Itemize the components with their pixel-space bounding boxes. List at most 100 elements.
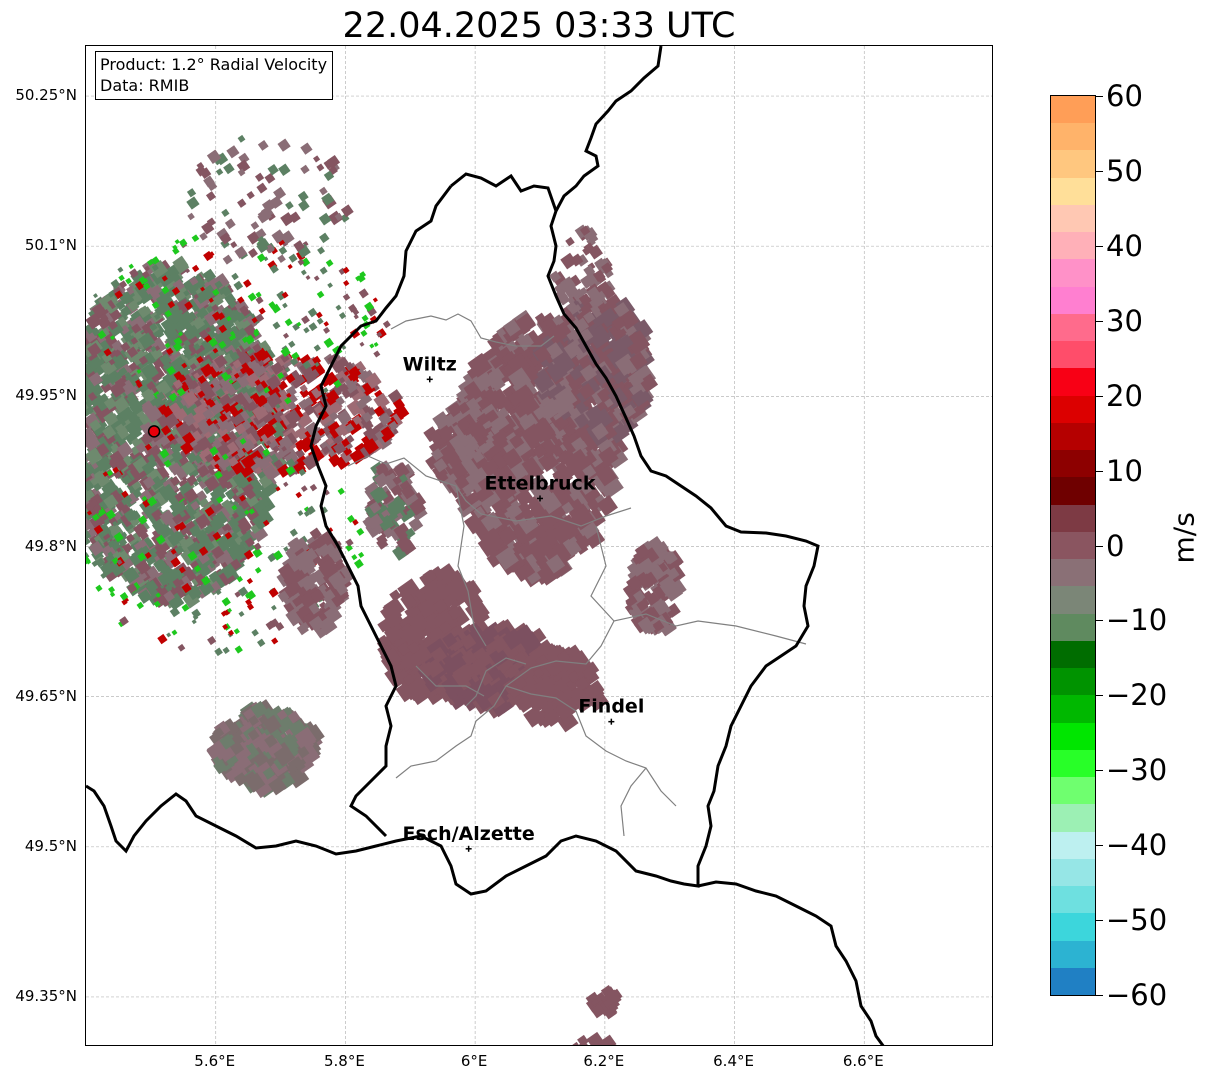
colorbar-tick-mark [1096,545,1103,547]
colorbar-tick-mark [1096,695,1103,697]
colorbar-segment [1051,722,1095,751]
lat-tick-label: 50.1°N [24,236,77,255]
colorbar-tick-label: −50 [1106,903,1168,938]
canton-boundary [415,665,485,697]
lat-tick-label: 49.8°N [24,536,77,555]
colorbar-segment [1051,586,1095,615]
colorbar-tick-label: 10 [1106,453,1143,488]
colorbar-tick-mark [1096,470,1103,472]
colorbar-tick-mark [1096,170,1103,172]
colorbar-segment [1051,123,1095,151]
product-label: Product: 1.2° Radial Velocity [100,55,328,74]
chart-title: 22.04.2025 03:33 UTC [342,6,736,46]
colorbar-tick-mark [1096,96,1103,97]
lon-tick-label: 6.2°E [583,1052,625,1070]
lat-tick-label: 49.65°N [15,686,77,705]
colorbar-tick-mark [1096,770,1103,772]
city-markers: Wiltz Ettelbruck Findel Esch/Alzette [403,353,644,852]
city-findel: Findel [578,696,644,725]
city-ettelbruck: Ettelbruck [485,472,596,502]
colorbar-tick-label: −60 [1106,978,1168,1012]
colorbar-tick-mark [1096,845,1103,847]
colorbar-tick-mark [1096,320,1103,322]
lon-tick-label: 5.6°E [194,1052,236,1070]
colorbar-tick-mark [1096,245,1103,247]
colorbar-tick-label: −40 [1106,828,1168,863]
colorbar-segment [1051,286,1095,315]
city-label: Esch/Alzette [403,823,535,845]
colorbar-segment [1051,967,1095,996]
colorbar-segment [1051,777,1095,805]
colorbar-tick-label: −20 [1106,678,1168,713]
colorbar-segment [1051,477,1095,506]
radar-site-marker [147,425,161,438]
lon-tick-label: 6.4°E [713,1052,754,1070]
lat-tick-label: 49.95°N [15,386,77,405]
colorbar-tick-label: 60 [1106,79,1143,113]
country-border-luxembourg [86,46,820,896]
colorbar-segment [1051,368,1095,397]
colorbar-segment [1051,177,1095,206]
city-wiltz: Wiltz [403,353,457,383]
colorbar-segment [1051,204,1095,233]
colorbar-segment [1051,313,1095,342]
colorbar-segment [1051,395,1095,424]
colorbar-segment [1051,232,1095,260]
data-source-label: Data: RMIB [100,76,190,95]
colorbar [1050,95,1096,996]
city-label: Ettelbruck [485,472,596,494]
lat-tick-label: 49.35°N [15,986,77,1005]
city-label: Wiltz [403,353,457,375]
colorbar-segment [1051,504,1095,533]
colorbar-segment [1051,422,1095,451]
lon-tick-label: 6°E [460,1052,488,1070]
city-esch-alzette: Esch/Alzette [403,823,535,852]
country-border-belgium-lux [450,172,558,212]
colorbar-segment [1051,613,1095,642]
canton-boundary [395,620,615,779]
colorbar-tick-label: 0 [1106,528,1125,563]
borders [86,46,885,1045]
canton-boundary [347,455,632,527]
colorbar-tick-label: −30 [1106,753,1168,788]
canton-boundary [620,767,647,837]
colorbar-segment [1051,150,1095,179]
colorbar-segment [1051,804,1095,833]
colorbar-segment [1051,913,1095,941]
colorbar-tick-mark [1096,395,1103,397]
colorbar-segment [1051,96,1095,124]
canton-boundary [590,525,807,645]
colorbar-segment [1051,940,1095,969]
lat-tick-label: 50.25°N [15,86,77,105]
colorbar-tick-mark [1096,995,1103,996]
lon-tick-label: 5.8°E [324,1052,365,1070]
map-area[interactable]: Wiltz Ettelbruck Findel Esch/Alzette [85,45,993,1046]
colorbar-segment [1051,831,1095,860]
colorbar-segment [1051,259,1095,288]
colorbar-tick-label: 20 [1106,378,1143,413]
colorbar-segment [1051,640,1095,669]
colorbar-segment [1051,450,1095,478]
radar-site-layer [147,425,161,438]
colorbar-segment [1051,749,1095,778]
colorbar-tick-label: 40 [1106,228,1143,263]
canton-boundary [390,313,555,347]
canton-boundary [455,485,487,647]
city-label: Findel [578,696,644,718]
colorbar-segment [1051,886,1095,914]
colorbar-segment [1051,695,1095,724]
radar-echoes [86,134,687,1045]
map-canvas: Wiltz Ettelbruck Findel Esch/Alzette [86,46,992,1045]
colorbar-segment [1051,341,1095,369]
colorbar-segment [1051,858,1095,887]
country-border-east [697,880,885,1045]
lon-tick-label: 6.6°E [842,1052,884,1070]
colorbar-segment [1051,668,1095,696]
colorbar-tick-label: 30 [1106,303,1143,338]
canton-boundary [465,657,527,707]
colorbar-segment [1051,559,1095,587]
colorbar-segment [1051,531,1095,560]
colorbar-tick-label: 50 [1106,153,1143,188]
colorbar-tick-mark [1096,920,1103,922]
colorbar-unit-label: m/s [1167,512,1201,564]
